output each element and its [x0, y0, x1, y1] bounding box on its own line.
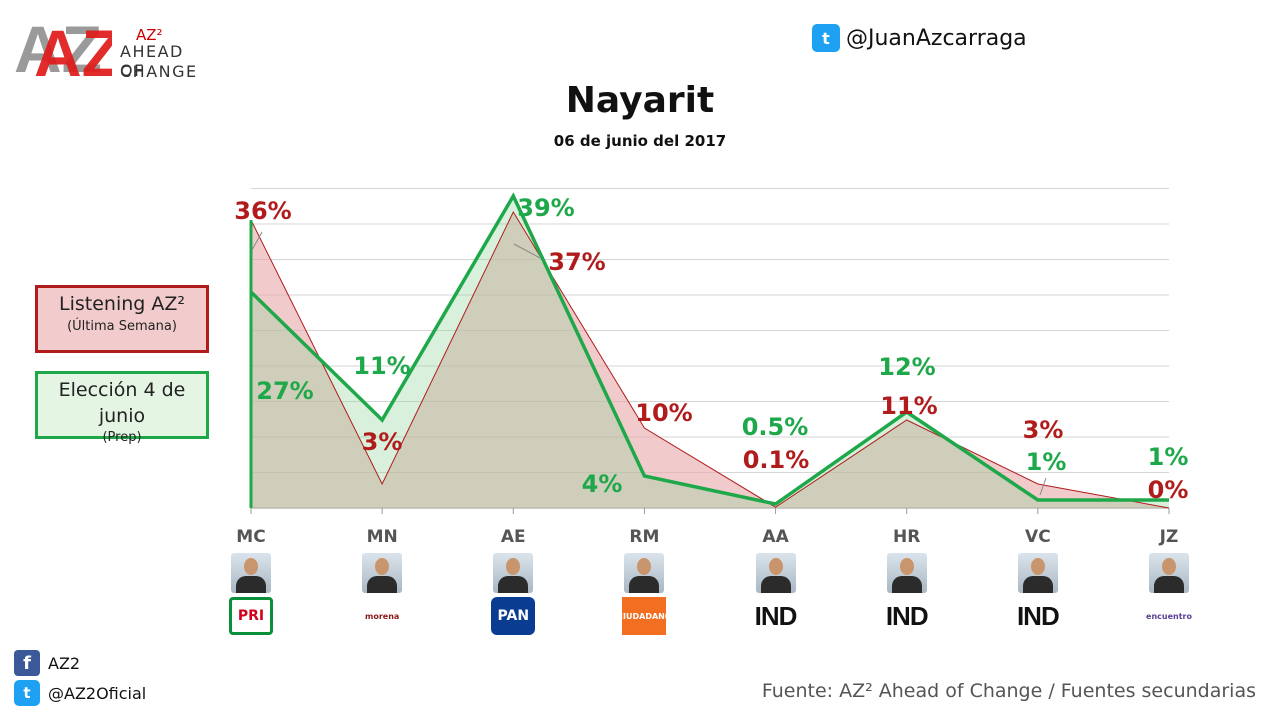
chart-title: Nayarit: [565, 80, 715, 121]
photo-head: [1162, 558, 1176, 575]
legend-listening-label: Listening AZ²: [59, 293, 185, 315]
party-logo-text: IND: [754, 600, 798, 631]
candidate-photo-AE: [493, 553, 534, 593]
party-logo-VC: IND: [1015, 597, 1060, 635]
data-label-listening-AE: 37%: [548, 248, 605, 276]
photo-body: [760, 576, 791, 593]
candidate-photo-HR: [886, 553, 927, 593]
x-tick-label-JZ: JZ: [1159, 527, 1179, 547]
party-logo-text: morena: [364, 611, 400, 621]
candidate-photo-MN: [362, 553, 403, 593]
candidate-photo-AA: [755, 553, 796, 593]
facebook-icon: f: [14, 650, 40, 676]
leader-line: [513, 243, 541, 259]
series-listening-line: [250, 210, 1170, 509]
legend-listening: Listening AZ² (Última Semana): [35, 285, 209, 353]
photo-head: [375, 558, 390, 575]
data-label-election-HR: 12%: [878, 353, 935, 381]
photo-head: [768, 558, 783, 575]
logo-tag: AZ²: [136, 26, 163, 44]
logo-mark-shadow: AZ: [14, 12, 102, 80]
photo-body: [629, 576, 660, 593]
party-logo-MN: morena: [360, 597, 405, 635]
twitter-footer-text: @AZ2Oficial: [48, 683, 147, 703]
data-label-election-RM: 4%: [582, 470, 623, 498]
data-label-listening-JZ: 0%: [1148, 476, 1189, 504]
source-note: Fuente: AZ² Ahead of Change / Fuentes se…: [761, 680, 1256, 702]
legend-election-label: Elección 4 de junio: [58, 379, 186, 427]
x-tick-label-AA: AA: [762, 527, 789, 547]
party-logo-text: IND: [1016, 600, 1060, 631]
photo-head: [1030, 558, 1045, 575]
twitter-footer-link[interactable]: t @AZ2Oficial: [14, 680, 146, 706]
data-label-election-AA: 0.5%: [742, 413, 809, 441]
series-election-line: [249, 192, 1169, 506]
photo-body: [1154, 576, 1184, 593]
data-label-listening-MN: 3%: [362, 428, 403, 456]
photo-head: [244, 558, 258, 575]
photo-body: [498, 576, 529, 593]
leader-line: [251, 231, 263, 251]
data-label-election-MC: 27%: [256, 377, 313, 405]
party-logo-AA: IND: [753, 597, 798, 635]
party-logo-RM: CIUDADANO: [617, 597, 672, 635]
twitter-footer-icon: t: [14, 680, 40, 706]
logo-line-2: CHANGE: [120, 62, 198, 81]
photo-head: [506, 558, 521, 575]
photo-body: [1022, 576, 1053, 593]
x-tick-label-MC: MC: [236, 527, 265, 547]
party-logo-text: CIUDADANO: [617, 611, 672, 621]
party-logo-JZ: encuentro: [1146, 597, 1192, 635]
x-tick-label-AE: AE: [501, 527, 526, 547]
legend-listening-sub: (Última Semana): [67, 318, 177, 334]
photo-head: [899, 558, 914, 575]
party-logo-text: PRI: [237, 608, 265, 624]
photo-body: [891, 576, 922, 593]
party-logo-text: encuentro: [1146, 611, 1192, 621]
x-tick-label-HR: HR: [893, 527, 920, 547]
twitter-handle[interactable]: t @JuanAzcarraga: [812, 24, 1027, 52]
series-election-area: [251, 196, 1169, 508]
party-logo-text: IND: [885, 600, 929, 631]
party-logo-text: PAN: [497, 608, 530, 624]
twitter-icon: t: [812, 24, 840, 52]
data-label-election-AE: 39%: [517, 194, 574, 222]
party-logo-AE: PAN: [491, 597, 536, 635]
series-listening-area: [251, 212, 1169, 508]
photo-body: [236, 576, 266, 593]
logo-line-1: AHEAD OF: [120, 42, 184, 80]
photo-body: [367, 576, 398, 593]
data-label-listening-VC: 3%: [1023, 416, 1064, 444]
legend-election: Elección 4 de junio (Prep): [35, 371, 209, 445]
candidate-photo-RM: [624, 553, 665, 593]
party-logo-HR: IND: [884, 597, 929, 635]
candidate-photo-VC: [1017, 553, 1058, 593]
twitter-handle-text: @JuanAzcarraga: [846, 25, 1027, 51]
data-label-election-JZ: 1%: [1148, 443, 1189, 471]
x-tick-label-MN: MN: [367, 527, 398, 547]
data-label-election-MN: 11%: [353, 352, 410, 380]
data-label-election-VC: 1%: [1026, 448, 1067, 476]
party-logo-MC: PRI: [229, 597, 273, 635]
az2-logo: AZ AZ2 AZ² AHEAD OF CHANGE: [12, 10, 212, 90]
leader-line: [1039, 477, 1047, 496]
data-label-listening-MC: 36%: [234, 197, 291, 225]
x-tick-label-RM: RM: [629, 527, 659, 547]
chart-subtitle: 06 de junio del 2017: [553, 132, 727, 150]
candidate-photo-JZ: [1149, 553, 1189, 593]
data-label-listening-HR: 11%: [880, 392, 937, 420]
facebook-text: AZ2: [48, 653, 81, 673]
candidate-photo-MC: [231, 553, 271, 593]
data-label-listening-AA: 0.1%: [743, 446, 810, 474]
x-tick-label-VC: VC: [1025, 527, 1051, 547]
legend-election-sub: (Prep): [102, 430, 142, 446]
photo-head: [637, 558, 652, 575]
facebook-link[interactable]: f AZ2: [14, 650, 80, 676]
data-label-listening-RM: 10%: [635, 399, 692, 427]
